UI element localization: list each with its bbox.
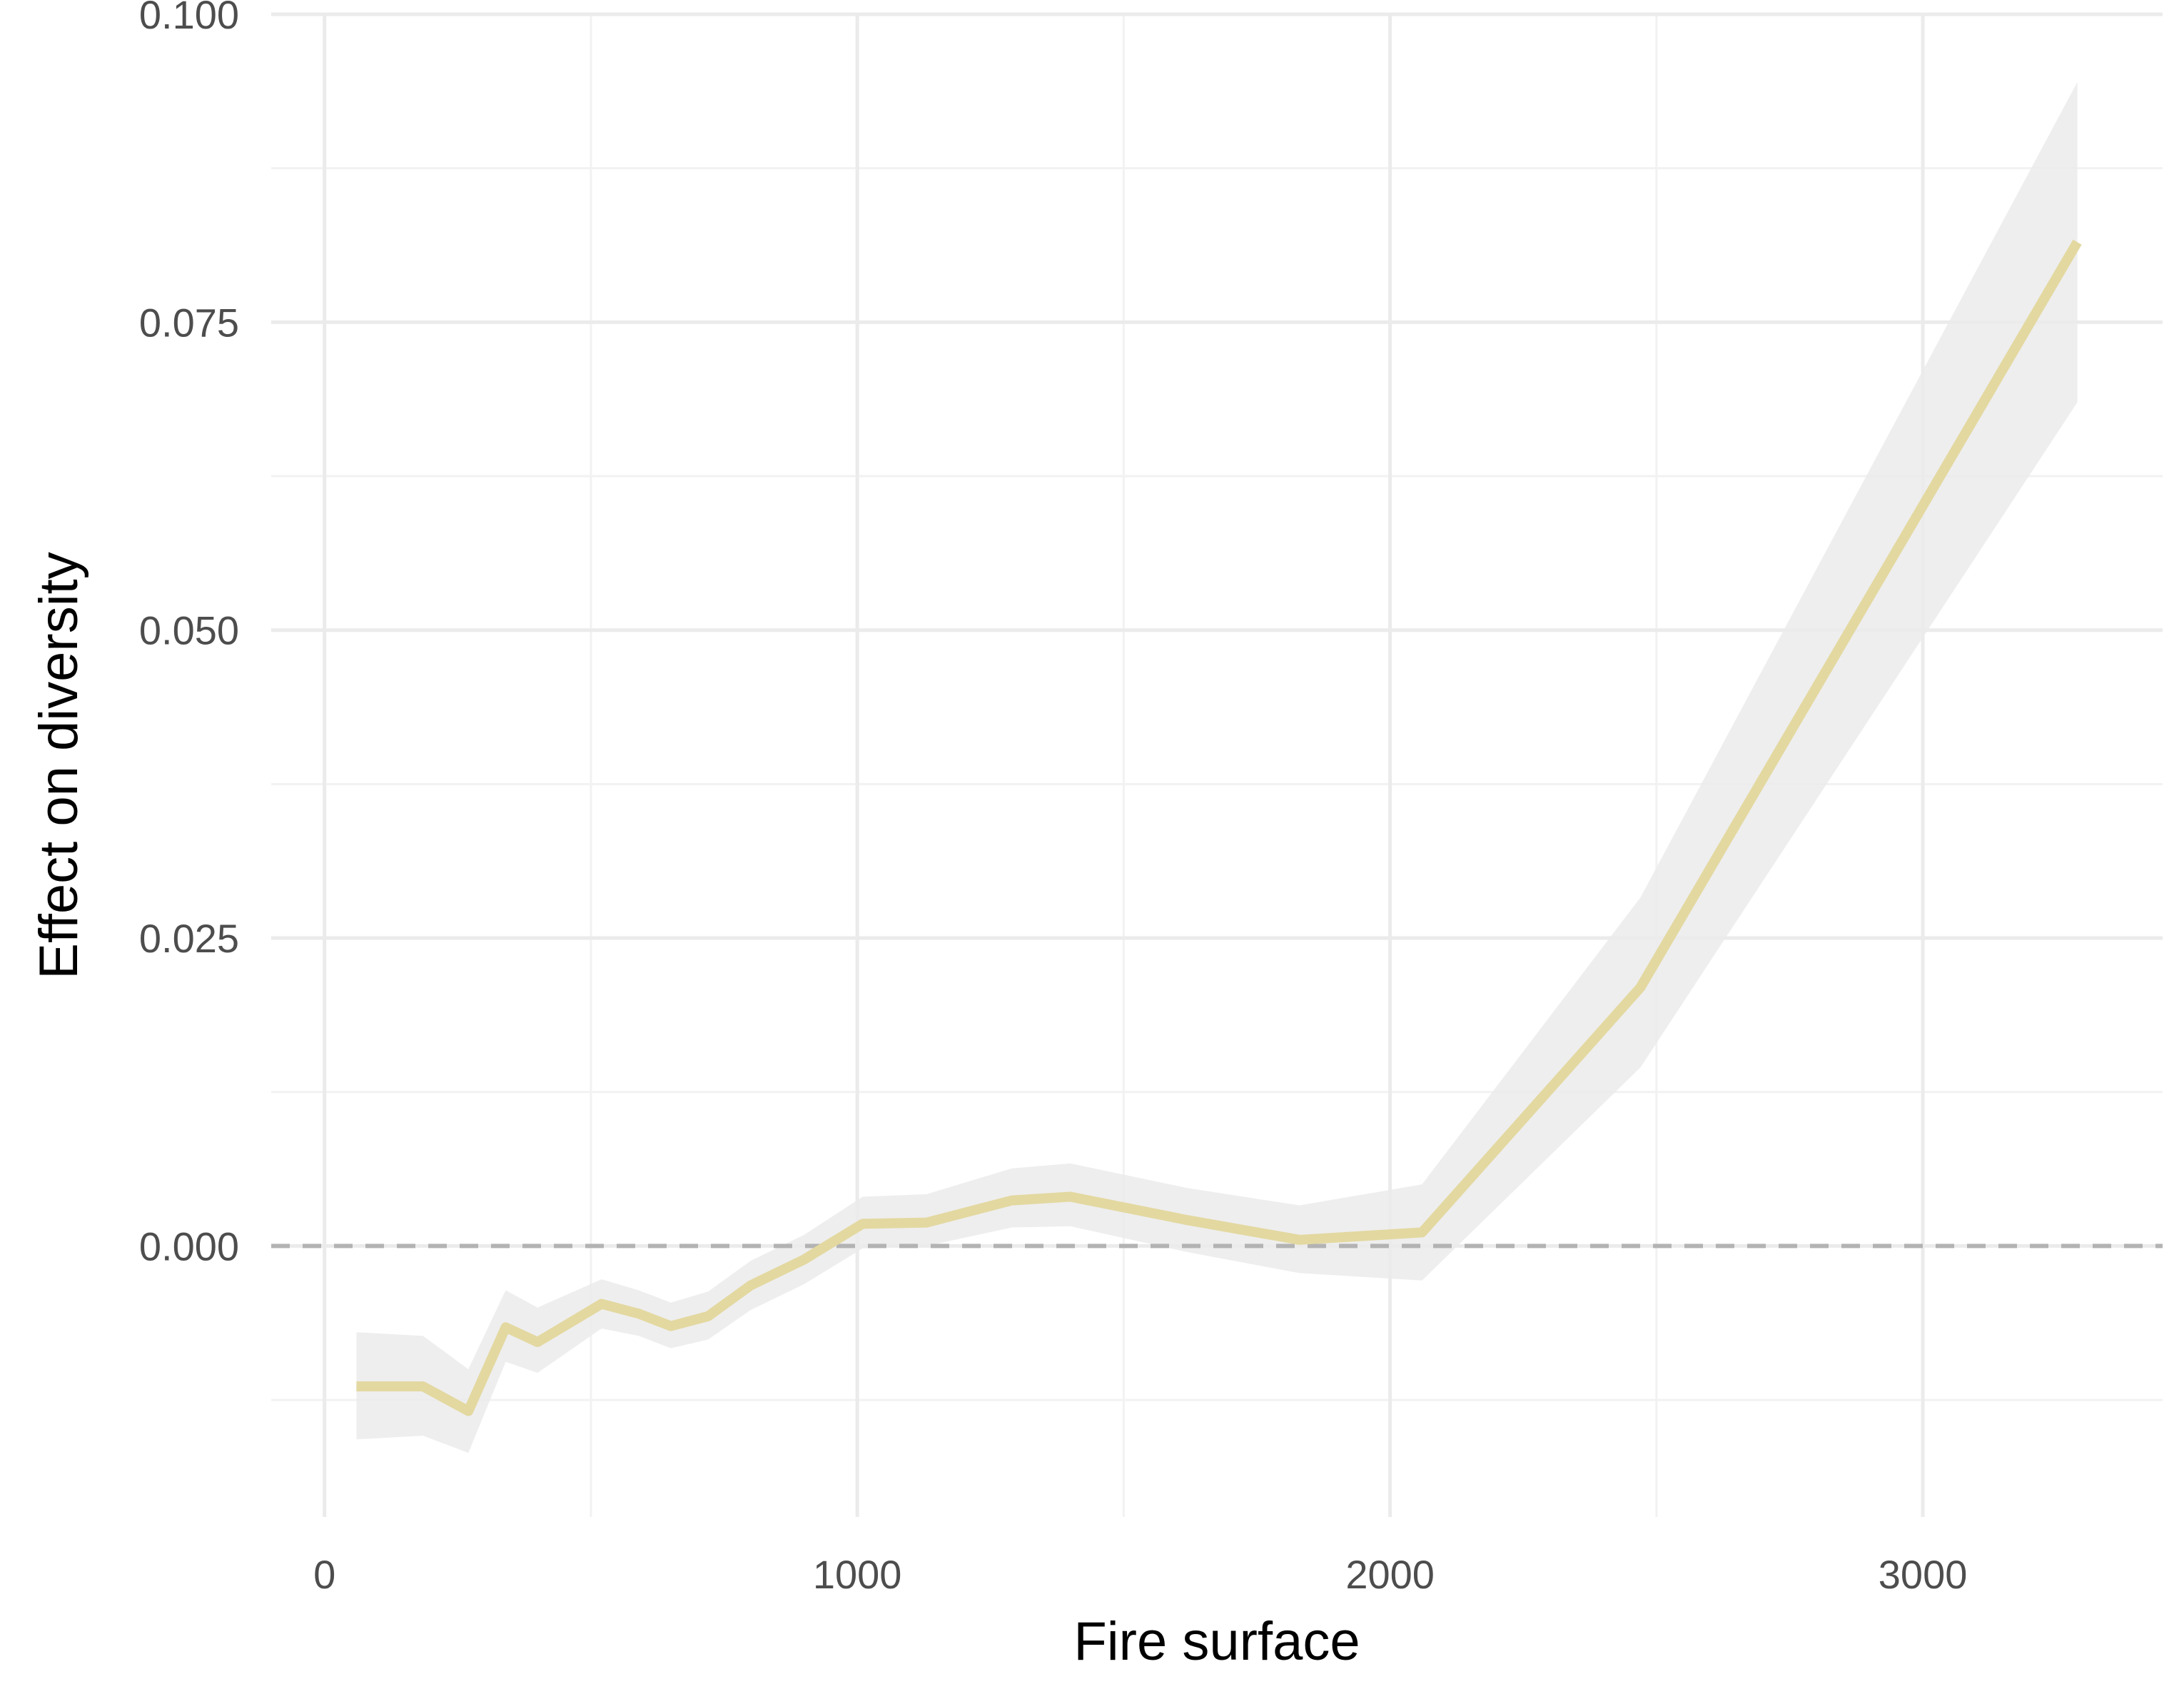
x-tick-label: 2000 <box>1345 1552 1435 1597</box>
x-tick-label: 1000 <box>813 1552 902 1597</box>
y-tick-label: 0.050 <box>139 608 239 653</box>
y-tick-label: 0.100 <box>139 0 239 37</box>
y-axis-ticks: 0.000 0.025 0.050 0.075 0.100 <box>139 0 239 1269</box>
confidence-band <box>356 81 2078 1453</box>
x-axis-title: Fire surface <box>1073 1611 1360 1672</box>
y-axis-title: Effect on diversity <box>29 552 89 979</box>
y-tick-label: 0.025 <box>139 916 239 961</box>
grid-minor <box>271 14 2163 1517</box>
y-tick-label: 0.000 <box>139 1224 239 1269</box>
effect-line <box>356 239 2082 1416</box>
x-axis-ticks: 0 1000 2000 3000 <box>313 1552 1967 1597</box>
x-tick-label: 0 <box>313 1552 335 1597</box>
y-tick-label: 0.075 <box>139 300 239 345</box>
x-tick-label: 3000 <box>1879 1552 1968 1597</box>
